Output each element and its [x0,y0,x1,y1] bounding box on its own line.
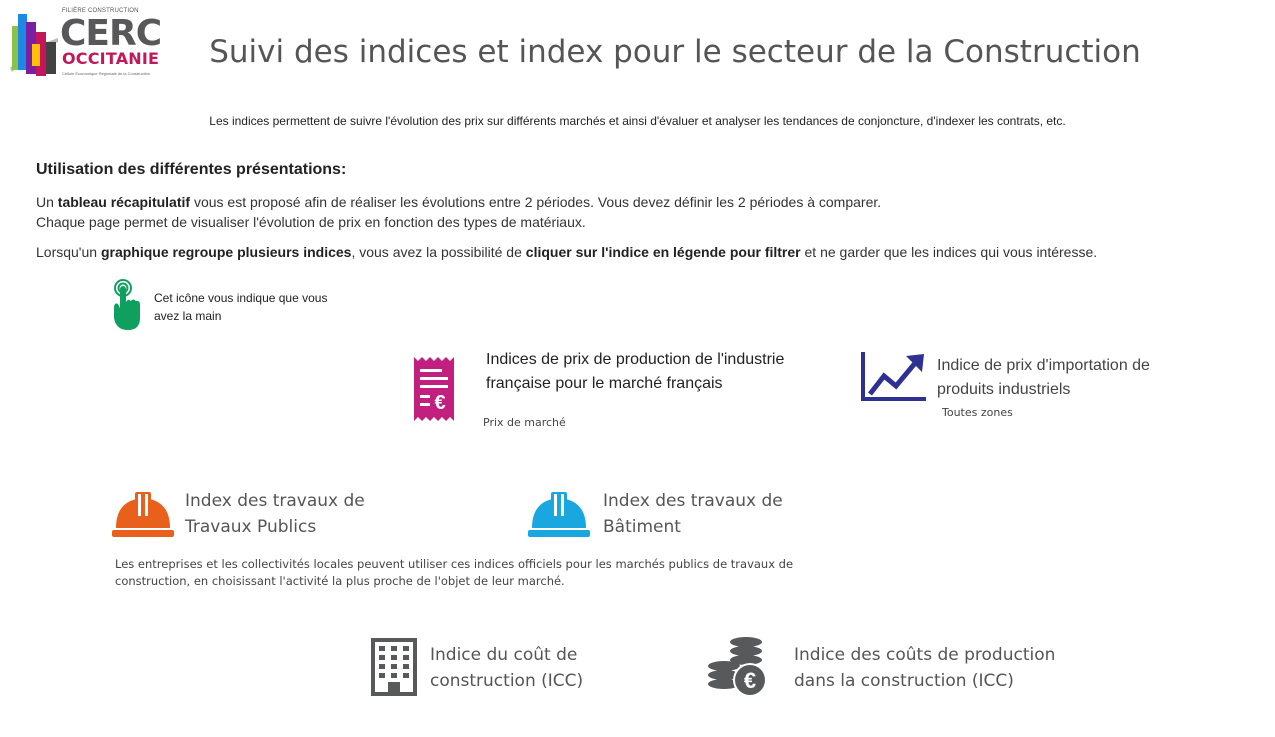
index-description: Les entreprises et les collectivités loc… [115,557,794,588]
batiment-index-link[interactable]: Index des travaux de Bâtiment [603,488,853,540]
usage-paragraph-table: Un tableau récapitulatif vous est propos… [36,192,881,232]
logo-tagline: Cellule Économique Régionale de la Const… [62,71,151,76]
icc-title-line2: construction (ICC) [430,671,584,691]
p2-text-b: , vous avez la possibilité de [351,244,526,260]
tp-index-link[interactable]: Index des travaux de Travaux Publics [185,488,435,540]
helmet-orange-icon[interactable] [112,490,174,540]
p2-text-a: Lorsqu'un [36,244,101,260]
ippi-subtitle: Prix de marché [483,416,566,429]
hand-pointer-icon [114,279,140,330]
hand-icon-note: Cet icône vous indique que vous avez la … [154,291,328,323]
helmet-blue-icon[interactable] [528,490,590,540]
icc-link[interactable]: Indice du coût de construction (ICC) [430,642,680,694]
ippi-link[interactable]: Indices de prix de production de l'indus… [486,351,785,392]
cerc-logo[interactable]: FILIÈRE CONSTRUCTION CERC OCCITANIE Cell… [6,4,162,80]
tp-title-line2: Travaux Publics [185,517,317,537]
p1-line2: Chaque page permet de visualiser l'évolu… [36,214,586,230]
svg-text:€: € [744,668,756,693]
building-icon[interactable] [369,636,419,698]
receipt-euro-icon[interactable]: € [412,355,456,423]
p1-text-b: vous est proposé afin de réaliser les év… [190,194,882,210]
p2-bold1: graphique regroupe plusieurs indices [100,244,352,260]
logo-region: OCCITANIE [62,49,160,68]
ccp-title-line1: Indice des coûts de production [794,645,1056,665]
chart-trend-up-icon[interactable] [860,350,928,402]
page-title: Suivi des indices et index pour le secte… [209,34,1141,70]
intro-text: Les indices permettent de suivre l'évolu… [209,114,1066,128]
usage-heading: Utilisation des différentes présentation… [36,161,347,178]
production-cost-link[interactable]: Indice des coûts de production dans la c… [794,642,1094,694]
logo-bars-icon [10,14,58,76]
logo-top-line: FILIÈRE CONSTRUCTION [62,8,139,14]
svg-text:€: € [434,392,445,414]
bat-title-line1: Index des travaux de [603,491,783,511]
tp-title-line1: Index des travaux de [185,491,365,511]
logo-name: CERC [60,13,162,54]
import-price-link[interactable]: Indice de prix d'importation de produits… [937,357,1150,398]
p2-text-c: et ne garder que les indices qui vous in… [800,244,1098,260]
coins-euro-icon[interactable]: € [706,636,772,698]
usage-paragraph-legend: Lorsqu'un graphique regroupe plusieurs i… [36,242,1097,262]
p1-text-a: Un [36,194,58,210]
import-price-subtitle: Toutes zones [942,406,1013,419]
ccp-title-line2: dans la construction (ICC) [794,671,1014,691]
p1-bold: tableau récapitulatif [57,194,191,210]
bat-title-line2: Bâtiment [603,517,681,537]
icc-title-line1: Indice du coût de [430,645,578,665]
p2-bold2: cliquer sur l'indice en légende pour fil… [525,244,801,260]
